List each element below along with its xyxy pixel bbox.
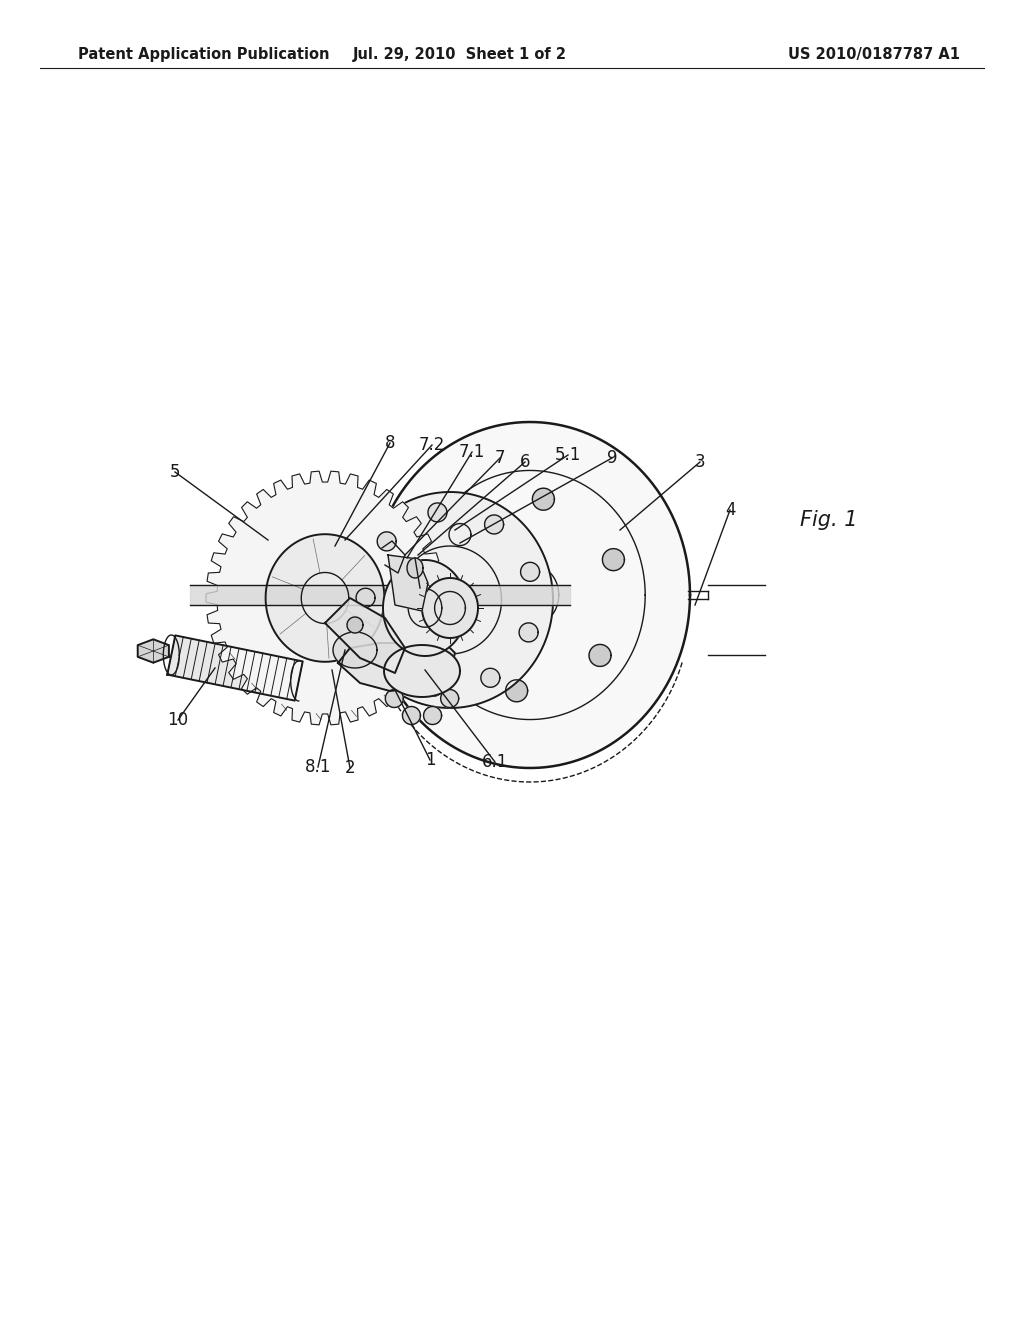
Polygon shape xyxy=(422,578,478,638)
Text: US 2010/0187787 A1: US 2010/0187787 A1 xyxy=(788,48,961,62)
Polygon shape xyxy=(532,488,554,511)
Polygon shape xyxy=(388,554,428,611)
Polygon shape xyxy=(424,677,442,696)
Polygon shape xyxy=(602,549,625,570)
Text: 8.1: 8.1 xyxy=(305,758,331,776)
Polygon shape xyxy=(377,532,396,550)
Polygon shape xyxy=(520,562,540,581)
Text: 8: 8 xyxy=(385,434,395,451)
Polygon shape xyxy=(407,558,423,578)
Polygon shape xyxy=(265,535,384,661)
Polygon shape xyxy=(589,644,611,667)
Text: 5.1: 5.1 xyxy=(555,446,582,465)
Polygon shape xyxy=(333,632,377,668)
Polygon shape xyxy=(428,503,446,521)
Text: 9: 9 xyxy=(607,449,617,467)
Text: 6.1: 6.1 xyxy=(482,752,508,771)
Polygon shape xyxy=(484,515,504,535)
Text: 7.1: 7.1 xyxy=(459,444,485,461)
Text: 7: 7 xyxy=(495,449,505,467)
Text: 7.2: 7.2 xyxy=(419,436,445,454)
Polygon shape xyxy=(449,524,471,545)
Polygon shape xyxy=(383,560,467,656)
Polygon shape xyxy=(384,645,460,697)
Text: Jul. 29, 2010  Sheet 1 of 2: Jul. 29, 2010 Sheet 1 of 2 xyxy=(353,48,567,62)
Polygon shape xyxy=(190,585,570,605)
Text: 10: 10 xyxy=(168,711,188,729)
Polygon shape xyxy=(370,422,690,768)
Polygon shape xyxy=(481,668,500,688)
Polygon shape xyxy=(424,706,441,725)
Text: 5: 5 xyxy=(170,463,180,480)
Text: 2: 2 xyxy=(345,759,355,777)
Polygon shape xyxy=(347,492,553,708)
Text: Fig. 1: Fig. 1 xyxy=(800,510,857,531)
Polygon shape xyxy=(356,589,375,607)
Text: 3: 3 xyxy=(694,453,706,471)
Polygon shape xyxy=(385,689,403,708)
Text: Patent Application Publication: Patent Application Publication xyxy=(78,48,330,62)
Polygon shape xyxy=(338,638,455,690)
Polygon shape xyxy=(506,680,527,702)
Polygon shape xyxy=(325,598,406,673)
Polygon shape xyxy=(347,616,362,634)
Polygon shape xyxy=(167,635,303,701)
Text: 6: 6 xyxy=(520,453,530,471)
Polygon shape xyxy=(440,689,459,708)
Polygon shape xyxy=(375,645,393,665)
Polygon shape xyxy=(206,471,444,725)
Polygon shape xyxy=(435,619,458,642)
Text: 1: 1 xyxy=(425,751,435,770)
Polygon shape xyxy=(402,706,421,725)
Polygon shape xyxy=(137,639,169,663)
Polygon shape xyxy=(519,623,538,642)
Text: 4: 4 xyxy=(725,502,735,519)
